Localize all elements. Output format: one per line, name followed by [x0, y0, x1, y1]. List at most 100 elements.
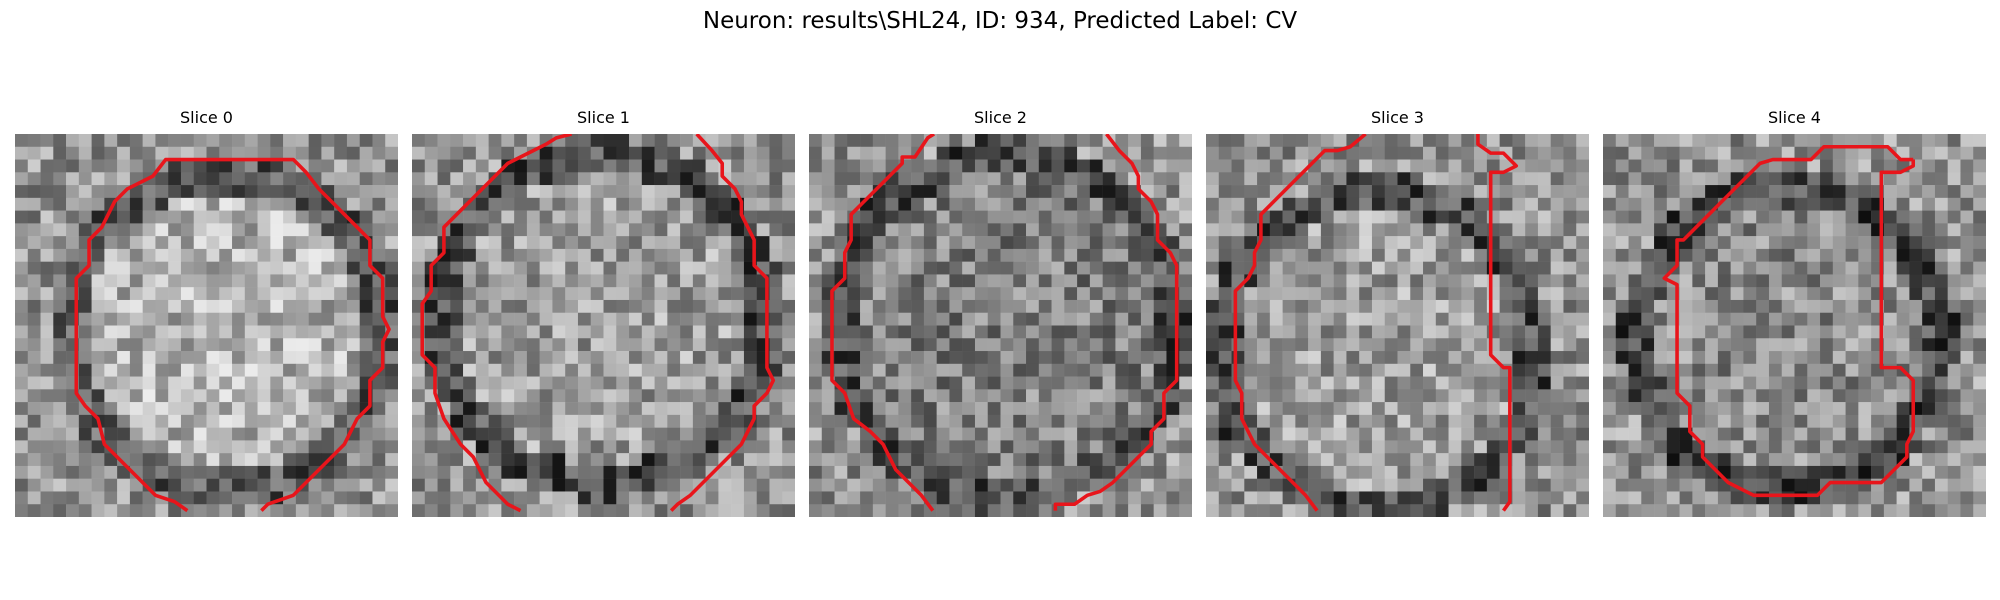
pixel — [450, 236, 464, 250]
pixel — [1820, 440, 1834, 454]
pixel — [1717, 287, 1731, 301]
pixel — [654, 223, 668, 237]
pixel — [104, 185, 118, 199]
pixel — [898, 261, 912, 275]
pixel — [155, 146, 169, 160]
pixel — [117, 363, 131, 377]
pixel — [53, 274, 67, 288]
pixel — [1026, 402, 1040, 416]
pixel — [1244, 185, 1258, 199]
pixel — [526, 172, 540, 186]
pixel — [1461, 453, 1475, 467]
pixel — [1628, 427, 1642, 441]
pixel — [1641, 453, 1655, 467]
pixel — [1051, 312, 1065, 326]
pixel — [1550, 312, 1564, 326]
pixel — [1934, 491, 1948, 505]
pixel — [1692, 312, 1706, 326]
pixel — [1641, 146, 1655, 160]
pixel — [1603, 185, 1617, 199]
pixel — [1641, 491, 1655, 505]
pixel — [1051, 402, 1065, 416]
pixel — [629, 402, 643, 416]
pixel — [1397, 427, 1411, 441]
pixel — [1397, 376, 1411, 390]
pixel — [1179, 312, 1192, 326]
pixel — [1371, 338, 1385, 352]
pixel — [1077, 274, 1091, 288]
pixel — [872, 465, 886, 479]
pixel — [1077, 325, 1091, 339]
pixel — [1089, 159, 1103, 173]
pixel — [1666, 414, 1680, 428]
pixel — [705, 504, 719, 517]
pixel — [552, 325, 566, 339]
pixel — [1140, 223, 1154, 237]
pixel — [385, 351, 398, 365]
pixel — [1845, 402, 1859, 416]
pixel — [193, 491, 207, 505]
pixel — [526, 134, 540, 148]
pixel — [1461, 363, 1475, 377]
pixel — [834, 478, 848, 492]
pixel — [1474, 210, 1488, 224]
pixel — [1922, 312, 1936, 326]
pixel — [705, 478, 719, 492]
pixel — [629, 427, 643, 441]
pixel — [514, 197, 528, 211]
pixel — [1435, 338, 1449, 352]
pixel — [821, 134, 835, 148]
pixel — [743, 172, 757, 186]
pixel — [1525, 185, 1539, 199]
pixel — [155, 236, 169, 250]
pixel — [1717, 402, 1731, 416]
pixel — [1525, 134, 1539, 148]
pixel — [1423, 491, 1437, 505]
pixel — [860, 325, 874, 339]
pixel — [501, 248, 515, 262]
pixel — [501, 402, 515, 416]
pixel — [987, 351, 1001, 365]
pixel — [565, 159, 579, 173]
pixel — [424, 210, 438, 224]
pixel — [1768, 312, 1782, 326]
pixel — [53, 159, 67, 173]
pixel — [308, 414, 322, 428]
pixel — [129, 427, 143, 441]
pixel — [949, 440, 963, 454]
pixel — [629, 478, 643, 492]
pixel — [1615, 172, 1629, 186]
pixel — [949, 248, 963, 262]
pixel — [1603, 414, 1617, 428]
pixel — [603, 274, 617, 288]
pixel — [718, 299, 732, 313]
pixel — [424, 223, 438, 237]
pixel — [1128, 236, 1142, 250]
pixel — [295, 363, 309, 377]
pixel — [974, 453, 988, 467]
pixel — [1257, 465, 1271, 479]
pixel — [1231, 312, 1245, 326]
pixel — [475, 236, 489, 250]
pixel — [1346, 351, 1360, 365]
pixel — [27, 427, 41, 441]
pixel — [1947, 223, 1961, 237]
pixel — [898, 363, 912, 377]
pixel — [1269, 248, 1283, 262]
pixel — [1333, 223, 1347, 237]
pixel — [1166, 504, 1180, 517]
pixel — [1461, 223, 1475, 237]
pixel — [155, 440, 169, 454]
pixel — [1206, 236, 1220, 250]
pixel — [1807, 312, 1821, 326]
pixel — [936, 146, 950, 160]
pixel — [949, 504, 963, 517]
pixel — [1115, 491, 1129, 505]
pixel — [1781, 236, 1795, 250]
pixel — [1717, 146, 1731, 160]
pixel — [1474, 185, 1488, 199]
pixel — [898, 376, 912, 390]
pixel — [1896, 325, 1910, 339]
pixel — [104, 261, 118, 275]
pixel — [1934, 363, 1948, 377]
